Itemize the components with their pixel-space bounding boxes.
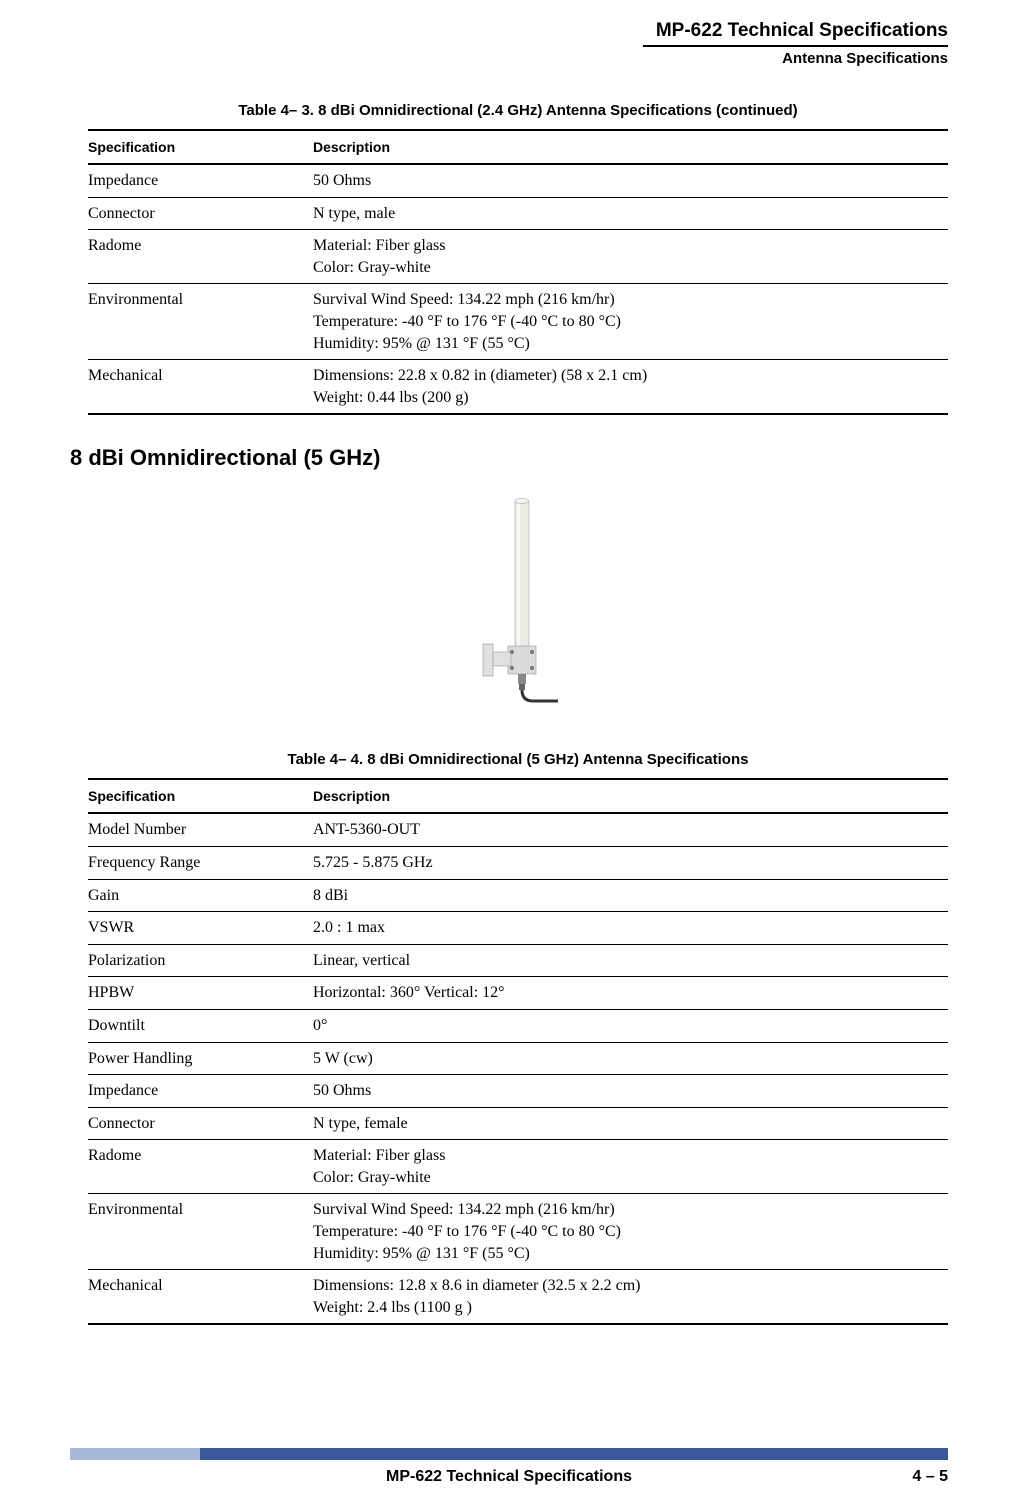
spec-cell: Connector (88, 197, 313, 230)
desc-cell: N type, female (313, 1107, 948, 1140)
spec-cell: Frequency Range (88, 846, 313, 879)
footer-center-text: MP-622 Technical Specifications (386, 1468, 632, 1486)
table-row: ConnectorN type, male (88, 197, 948, 230)
table2-col1-header: Specification (88, 779, 313, 813)
footer-left-spacer (70, 1468, 74, 1486)
desc-cell: Material: Fiber glass Color: Gray-white (313, 230, 948, 284)
table-row: Impedance50 Ohms (88, 164, 948, 197)
table2-header-row: Specification Description (88, 779, 948, 813)
table2-caption: Table 4– 4. 8 dBi Omnidirectional (5 GHz… (88, 751, 948, 768)
desc-cell: Dimensions: 12.8 x 8.6 in diameter (32.5… (313, 1270, 948, 1325)
desc-cell: 5.725 - 5.875 GHz (313, 846, 948, 879)
footer-bar-light (70, 1448, 200, 1460)
table-row: MechanicalDimensions: 22.8 x 0.82 in (di… (88, 360, 948, 415)
desc-cell: Dimensions: 22.8 x 0.82 in (diameter) (5… (313, 360, 948, 415)
page-footer: MP-622 Technical Specifications 4 – 5 (0, 1448, 1018, 1486)
header-divider (643, 45, 948, 47)
spec-cell: Gain (88, 879, 313, 912)
spec-cell: Radome (88, 230, 313, 284)
desc-cell: Horizontal: 360° Vertical: 12° (313, 977, 948, 1010)
header-subtitle: Antenna Specifications (70, 50, 948, 67)
desc-cell: Survival Wind Speed: 134.22 mph (216 km/… (313, 1194, 948, 1270)
table-row: MechanicalDimensions: 12.8 x 8.6 in diam… (88, 1270, 948, 1325)
desc-cell: N type, male (313, 197, 948, 230)
desc-cell: 2.0 : 1 max (313, 912, 948, 945)
desc-cell: 8 dBi (313, 879, 948, 912)
table-row: Model NumberANT-5360-OUT (88, 813, 948, 846)
table-row: RadomeMaterial: Fiber glass Color: Gray-… (88, 230, 948, 284)
spec-cell: VSWR (88, 912, 313, 945)
spec-cell: Model Number (88, 813, 313, 846)
table-row: PolarizationLinear, vertical (88, 944, 948, 977)
section-heading: 8 dBi Omnidirectional (5 GHz) (70, 445, 948, 471)
spec-cell: Environmental (88, 1194, 313, 1270)
spec-cell: Impedance (88, 164, 313, 197)
antenna-image (88, 496, 948, 711)
table-row: Downtilt0° (88, 1009, 948, 1042)
header-title: MP-622 Technical Specifications (70, 20, 948, 42)
table1: Specification Description Impedance50 Oh… (88, 129, 948, 415)
table-row: Impedance50 Ohms (88, 1075, 948, 1108)
desc-cell: Linear, vertical (313, 944, 948, 977)
footer-page-number: 4 – 5 (912, 1468, 948, 1486)
spec-cell: Radome (88, 1140, 313, 1194)
spec-cell: Mechanical (88, 1270, 313, 1325)
spec-cell: Polarization (88, 944, 313, 977)
spec-cell: Downtilt (88, 1009, 313, 1042)
spec-cell: Connector (88, 1107, 313, 1140)
spec-cell: Impedance (88, 1075, 313, 1108)
table2-col2-header: Description (313, 779, 948, 813)
footer-bar (70, 1448, 948, 1460)
table1-caption: Table 4– 3. 8 dBi Omnidirectional (2.4 G… (88, 102, 948, 119)
desc-cell: 5 W (cw) (313, 1042, 948, 1075)
table-row: Power Handling5 W (cw) (88, 1042, 948, 1075)
table1-col2-header: Description (313, 130, 948, 164)
spec-cell: Mechanical (88, 360, 313, 415)
table-row: ConnectorN type, female (88, 1107, 948, 1140)
desc-cell: ANT-5360-OUT (313, 813, 948, 846)
desc-cell: 50 Ohms (313, 164, 948, 197)
table-row: Gain8 dBi (88, 879, 948, 912)
spec-cell: Environmental (88, 284, 313, 360)
table-row: VSWR2.0 : 1 max (88, 912, 948, 945)
spec-cell: HPBW (88, 977, 313, 1010)
desc-cell: Material: Fiber glass Color: Gray-white (313, 1140, 948, 1194)
desc-cell: Survival Wind Speed: 134.22 mph (216 km/… (313, 284, 948, 360)
table-row: RadomeMaterial: Fiber glass Color: Gray-… (88, 1140, 948, 1194)
spec-cell: Power Handling (88, 1042, 313, 1075)
table1-header-row: Specification Description (88, 130, 948, 164)
table-row: EnvironmentalSurvival Wind Speed: 134.22… (88, 284, 948, 360)
table-row: Frequency Range5.725 - 5.875 GHz (88, 846, 948, 879)
table2: Specification Description Model NumberAN… (88, 778, 948, 1325)
desc-cell: 50 Ohms (313, 1075, 948, 1108)
table-row: HPBWHorizontal: 360° Vertical: 12° (88, 977, 948, 1010)
table-row: EnvironmentalSurvival Wind Speed: 134.22… (88, 1194, 948, 1270)
antenna-icon (453, 496, 583, 706)
table1-col1-header: Specification (88, 130, 313, 164)
desc-cell: 0° (313, 1009, 948, 1042)
page-header: MP-622 Technical Specifications Antenna … (70, 20, 948, 67)
